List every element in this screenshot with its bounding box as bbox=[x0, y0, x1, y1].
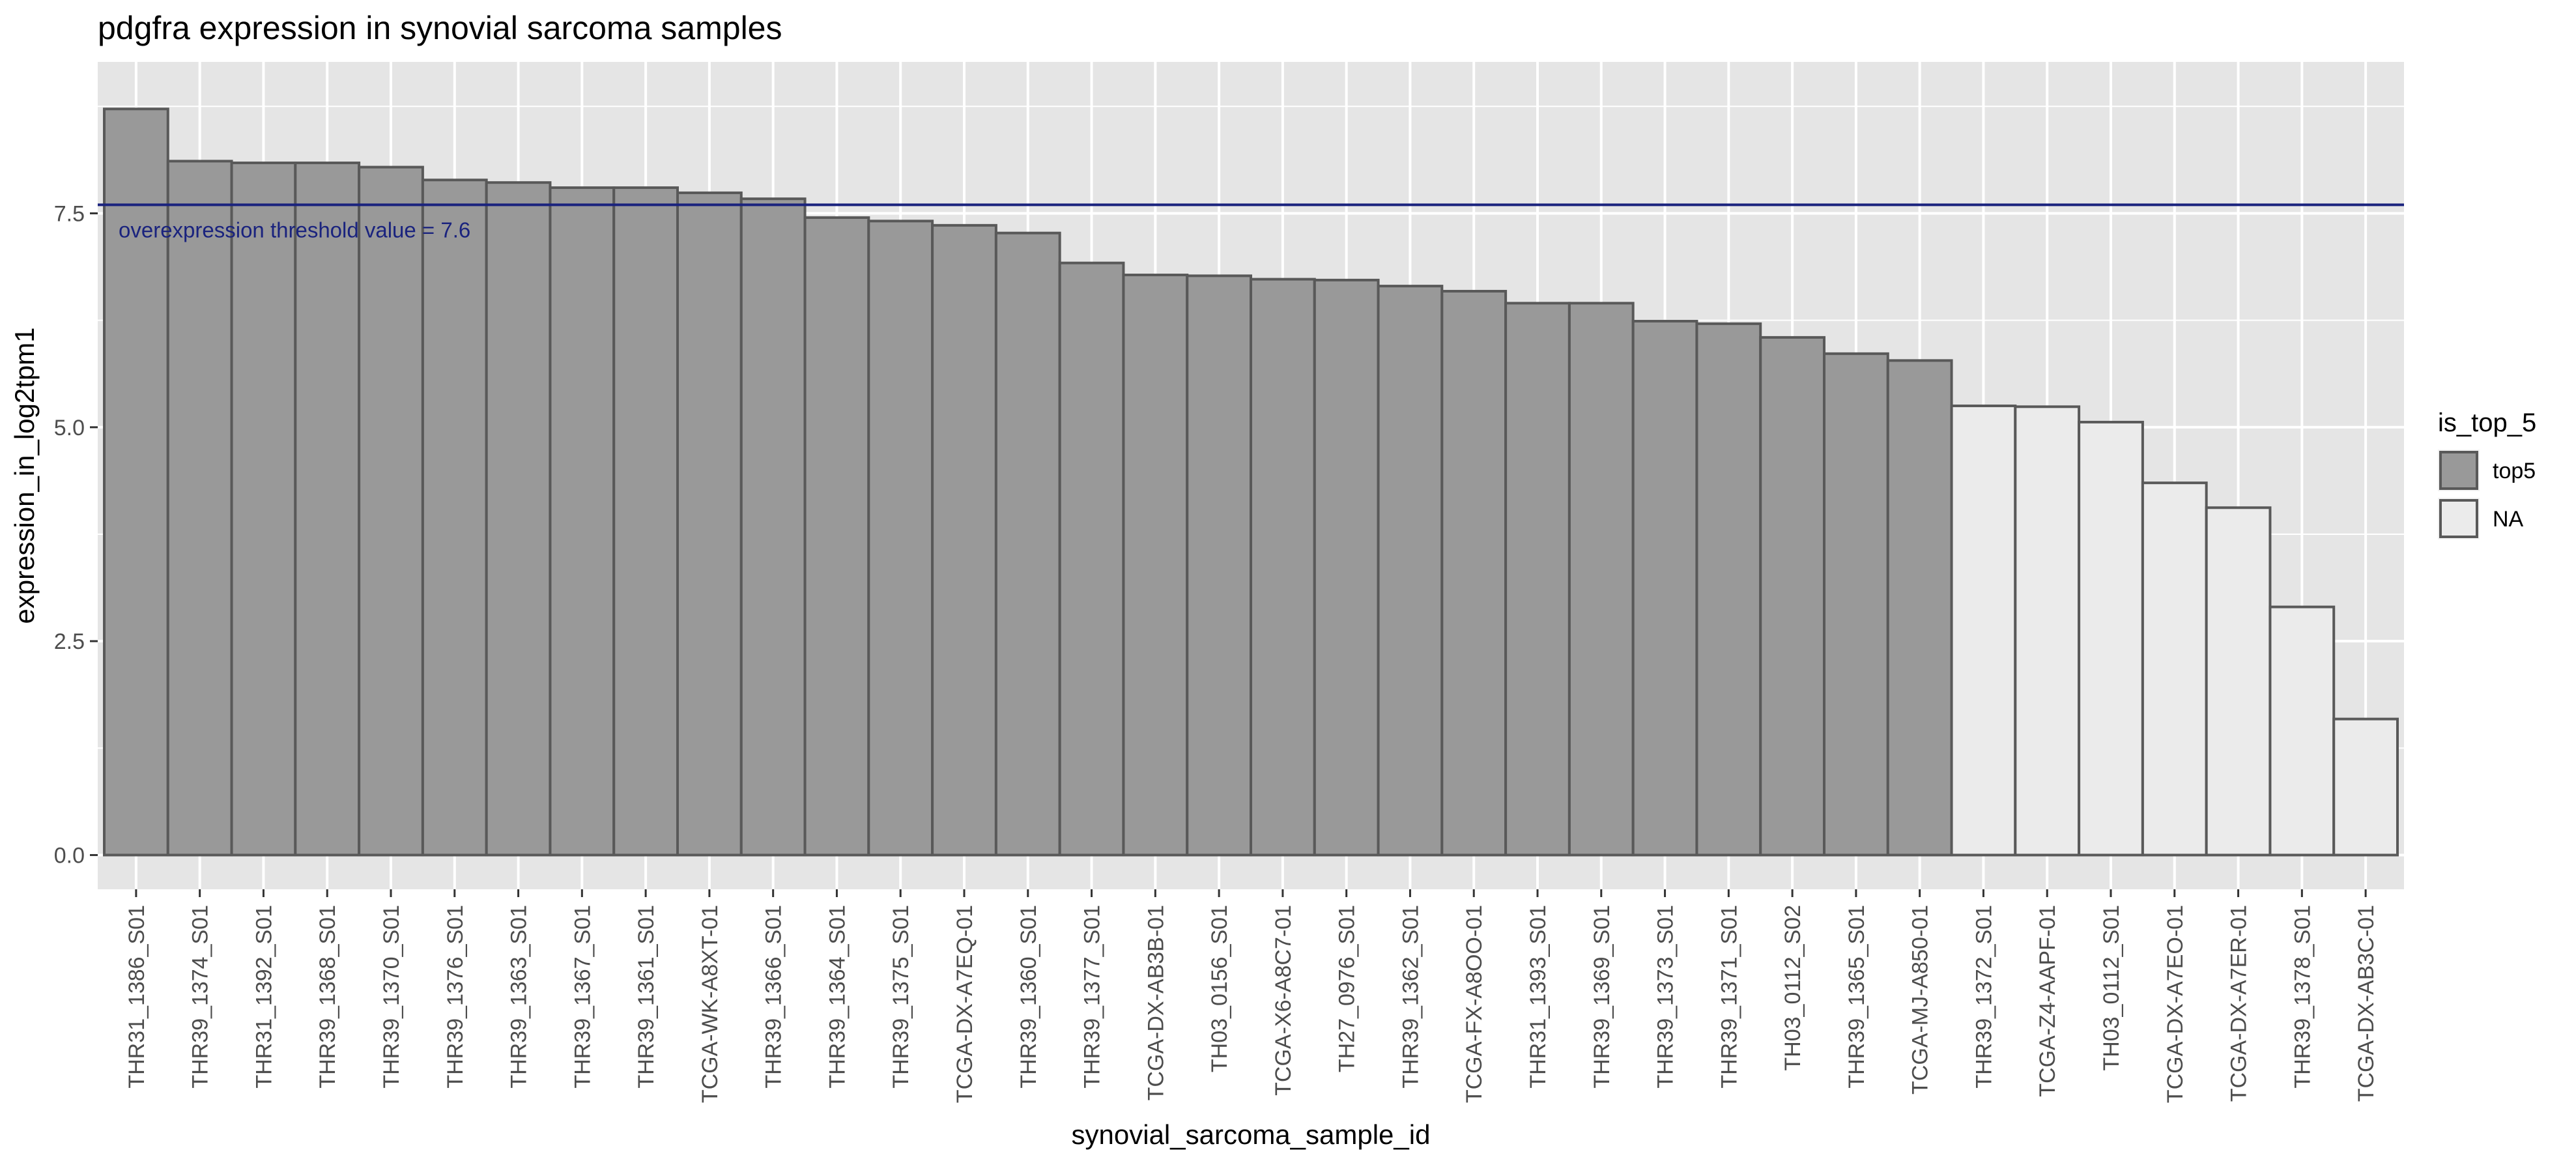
x-tick-label: TCGA-DX-AB3B-01 bbox=[1143, 905, 1168, 1100]
x-tick-label: THR39_1367_S01 bbox=[570, 905, 595, 1089]
legend-entries: top5 NA bbox=[2438, 450, 2536, 539]
bar-THR39_1362_S01 bbox=[1377, 285, 1444, 857]
x-tick-label: TH03_0112_S02 bbox=[1781, 905, 1805, 1071]
x-tick-label: TCGA-FX-A8OO-01 bbox=[1462, 905, 1487, 1103]
x-tick-label: THR39_1368_S01 bbox=[315, 905, 340, 1089]
bar-TCGA-Z4-AAPF-01 bbox=[2014, 405, 2081, 857]
x-tick-label: TH03_0112_S01 bbox=[2099, 905, 2124, 1071]
bar-THR31_1392_S01 bbox=[230, 161, 297, 857]
x-tick-label: THR31_1393_S01 bbox=[1526, 905, 1551, 1089]
bar-TCGA-DX-AB3C-01 bbox=[2332, 717, 2399, 857]
y-tick-label: 0.0 bbox=[54, 843, 85, 868]
bar-TCGA-DX-A7ER-01 bbox=[2205, 506, 2272, 857]
threshold-label: overexpression threshold value = 7.6 bbox=[119, 218, 470, 242]
x-tick-label: THR39_1372_S01 bbox=[1971, 905, 1996, 1089]
y-tick-label: 2.5 bbox=[54, 629, 85, 654]
x-tick-label: TCGA-DX-A7EQ-01 bbox=[952, 905, 977, 1103]
x-tick-label: THR39_1365_S01 bbox=[1844, 905, 1869, 1089]
bar-TCGA-MJ-A850-01 bbox=[1886, 359, 1953, 857]
x-tick-label: THR39_1370_S01 bbox=[379, 905, 404, 1089]
bar-TH03_0112_S01 bbox=[2078, 420, 2144, 857]
bar-THR39_1372_S01 bbox=[1950, 404, 2017, 857]
bar-TCGA-FX-A8OO-01 bbox=[1440, 289, 1508, 857]
bar-TCGA-DX-AB3B-01 bbox=[1122, 274, 1189, 857]
x-tick-label: THR39_1375_S01 bbox=[889, 905, 913, 1089]
x-tick-label: THR31_1392_S01 bbox=[251, 905, 276, 1089]
bar-THR31_1393_S01 bbox=[1504, 302, 1571, 857]
x-tick-label: THR39_1374_S01 bbox=[188, 905, 213, 1089]
x-tick-label: TH03_0156_S01 bbox=[1207, 905, 1232, 1072]
bar-THR39_1376_S01 bbox=[421, 179, 488, 857]
bar-THR39_1364_S01 bbox=[803, 216, 870, 857]
x-tick-label: TCGA-MJ-A850-01 bbox=[1908, 905, 1933, 1095]
x-tick-label: TH27_0976_S01 bbox=[1335, 905, 1360, 1072]
x-axis: THR31_1386_S01 THR39_1374_S01 THR31_1392_S… bbox=[124, 889, 2379, 1103]
bar-TH27_0976_S01 bbox=[1313, 278, 1380, 857]
x-tick-label: THR39_1369_S01 bbox=[1590, 905, 1614, 1089]
bar-TCGA-DX-A7EQ-01 bbox=[931, 223, 997, 857]
x-tick-label: THR39_1377_S01 bbox=[1080, 905, 1105, 1089]
bar-TCGA-DX-A7EO-01 bbox=[2141, 481, 2208, 857]
x-tick-label: TCGA-DX-A7EO-01 bbox=[2163, 905, 2188, 1103]
bar-THR39_1378_S01 bbox=[2268, 605, 2336, 857]
legend: is_top_5 top5 NA bbox=[2438, 408, 2536, 539]
x-tick-label: THR39_1371_S01 bbox=[1717, 905, 1741, 1089]
bar-TH03_0156_S01 bbox=[1186, 274, 1252, 857]
x-tick-label: THR39_1363_S01 bbox=[507, 905, 532, 1089]
bar-THR39_1370_S01 bbox=[358, 165, 424, 857]
x-tick-label: TCGA-WK-A8XT-01 bbox=[698, 905, 723, 1103]
y-tick-label: 5.0 bbox=[54, 416, 85, 440]
x-tick-label: THR39_1360_S01 bbox=[1016, 905, 1041, 1089]
legend-label: NA bbox=[2493, 507, 2524, 532]
bar-TCGA-X6-A8C7-01 bbox=[1250, 278, 1316, 857]
x-tick-label: TCGA-DX-A7ER-01 bbox=[2227, 905, 2252, 1102]
x-tick-label: THR39_1376_S01 bbox=[443, 905, 468, 1089]
x-tick-label: THR39_1362_S01 bbox=[1398, 905, 1423, 1089]
legend-swatch-top5 bbox=[2439, 451, 2478, 490]
y-axis: 0.0 2.5 5.0 7.5 bbox=[54, 201, 98, 868]
chart-title: pdgfra expression in synovial sarcoma sa… bbox=[98, 10, 782, 46]
x-tick-label: THR39_1378_S01 bbox=[2290, 905, 2315, 1089]
x-tick-label: THR39_1364_S01 bbox=[825, 905, 850, 1089]
legend-swatch-NA bbox=[2439, 499, 2478, 538]
bar-THR39_1373_S01 bbox=[1631, 319, 1698, 857]
x-tick-label: THR31_1386_S01 bbox=[124, 905, 149, 1089]
x-tick-label: TCGA-X6-A8C7-01 bbox=[1271, 905, 1296, 1096]
x-axis-title: synovial_sarcoma_sample_id bbox=[1072, 1119, 1431, 1150]
bar-THR39_1377_S01 bbox=[1058, 261, 1125, 857]
legend-label: top5 bbox=[2493, 459, 2536, 483]
bar-THR39_1375_S01 bbox=[867, 220, 934, 857]
y-tick-label: 7.5 bbox=[54, 201, 85, 226]
bars bbox=[103, 107, 2399, 857]
bar-THR39_1361_S01 bbox=[612, 186, 680, 857]
legend-title: is_top_5 bbox=[2438, 408, 2536, 437]
y-axis-title: expression_in_log2tpm1 bbox=[9, 327, 40, 623]
x-tick-label: TCGA-Z4-AAPF-01 bbox=[2035, 905, 2060, 1097]
bar-TCGA-WK-A8XT-01 bbox=[676, 191, 743, 857]
bar-THR39_1371_S01 bbox=[1695, 322, 1762, 857]
bar-THR39_1365_S01 bbox=[1823, 352, 1889, 857]
bar-THR39_1367_S01 bbox=[549, 186, 616, 857]
x-tick-label: THR39_1361_S01 bbox=[634, 905, 659, 1089]
bar-THR39_1369_S01 bbox=[1567, 302, 1635, 857]
bar-TH03_0112_S02 bbox=[1759, 336, 1825, 857]
bar-THR39_1368_S01 bbox=[294, 161, 361, 857]
bar-THR39_1363_S01 bbox=[485, 181, 552, 857]
bar-THR39_1374_S01 bbox=[166, 160, 233, 857]
x-tick-label: THR39_1373_S01 bbox=[1653, 905, 1678, 1089]
x-tick-label: TCGA-DX-AB3C-01 bbox=[2354, 905, 2379, 1102]
bar-THR39_1360_S01 bbox=[994, 231, 1061, 857]
x-tick-label: THR39_1366_S01 bbox=[762, 905, 786, 1089]
bar-THR39_1366_S01 bbox=[739, 197, 807, 857]
